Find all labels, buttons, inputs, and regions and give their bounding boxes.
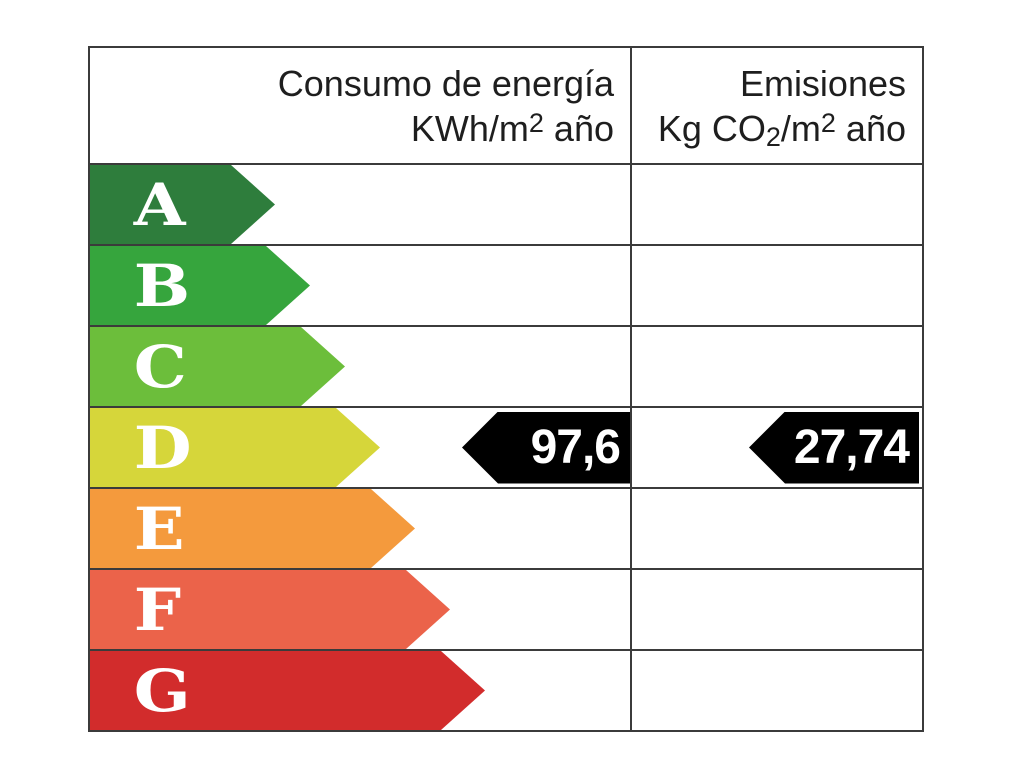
emisiones-unit-pre: Kg CO xyxy=(657,107,766,149)
consumo-cell-d: D 97,6 xyxy=(90,408,632,487)
emisiones-cell-a xyxy=(632,165,922,244)
rating-row-c: C xyxy=(90,325,922,406)
rating-arrow-f: F xyxy=(90,570,450,649)
consumo-unit-pre: KWh/m xyxy=(410,107,529,149)
emisiones-superscript-2: 2 xyxy=(820,107,836,138)
consumo-superscript-2: 2 xyxy=(528,107,544,138)
rating-letter-b: B xyxy=(133,251,191,320)
rating-arrow-b: B xyxy=(90,246,310,325)
rating-row-f: F xyxy=(90,568,922,649)
emisiones-cell-c xyxy=(632,327,922,406)
emisiones-cell-e xyxy=(632,489,922,568)
consumo-title-units: KWh/m2 año xyxy=(411,106,614,155)
rating-letter-c: C xyxy=(133,332,187,401)
rating-row-e: E xyxy=(90,487,922,568)
rating-letter-d: D xyxy=(133,413,192,482)
rating-arrow-a: A xyxy=(90,165,275,244)
emisiones-unit-post: año xyxy=(835,107,906,149)
rating-arrow-d: D xyxy=(90,408,380,487)
emisiones-title-line1: Emisiones xyxy=(739,62,906,104)
consumo-value-indicator: 97,6 xyxy=(462,411,630,484)
rating-arrow-e: E xyxy=(90,489,415,568)
emisiones-subscript-2: 2 xyxy=(765,122,781,153)
rating-arrow-g: G xyxy=(90,651,485,730)
rating-rows: A B C D 97,6 27,74 E F G xyxy=(90,163,922,730)
header-emisiones: Emisiones Kg CO2/m2 año xyxy=(632,48,922,163)
consumo-cell-f: F xyxy=(90,570,632,649)
rating-row-d: D 97,6 27,74 xyxy=(90,406,922,487)
emisiones-cell-g xyxy=(632,651,922,730)
header-consumo: Consumo de energía KWh/m2 año xyxy=(90,48,632,163)
emisiones-value: 27,74 xyxy=(793,421,910,474)
rating-letter-a: A xyxy=(133,170,186,239)
emisiones-cell-b xyxy=(632,246,922,325)
table-header: Consumo de energía KWh/m2 año Emisiones … xyxy=(90,48,922,163)
emisiones-unit-mid: /m xyxy=(780,107,821,149)
emisiones-cell-d: 27,74 xyxy=(632,408,922,487)
rating-letter-f: F xyxy=(133,575,182,644)
rating-arrow-c: C xyxy=(90,327,345,406)
consumo-cell-e: E xyxy=(90,489,632,568)
rating-table: Consumo de energía KWh/m2 año Emisiones … xyxy=(88,46,924,732)
rating-row-g: G xyxy=(90,649,922,730)
rating-row-b: B xyxy=(90,244,922,325)
rating-row-a: A xyxy=(90,163,922,244)
rating-letter-g: G xyxy=(133,656,191,725)
consumo-cell-b: B xyxy=(90,246,632,325)
rating-letter-e: E xyxy=(133,494,185,563)
consumo-cell-g: G xyxy=(90,651,632,730)
emisiones-cell-f xyxy=(632,570,922,649)
consumo-unit-post: año xyxy=(543,107,614,149)
consumo-cell-a: A xyxy=(90,165,632,244)
consumo-title-line1: Consumo de energía xyxy=(277,62,614,104)
emisiones-value-indicator: 27,74 xyxy=(749,411,919,484)
consumo-cell-c: C xyxy=(90,327,632,406)
emisiones-title-units: Kg CO2/m2 año xyxy=(658,106,906,155)
consumo-value: 97,6 xyxy=(530,421,621,474)
